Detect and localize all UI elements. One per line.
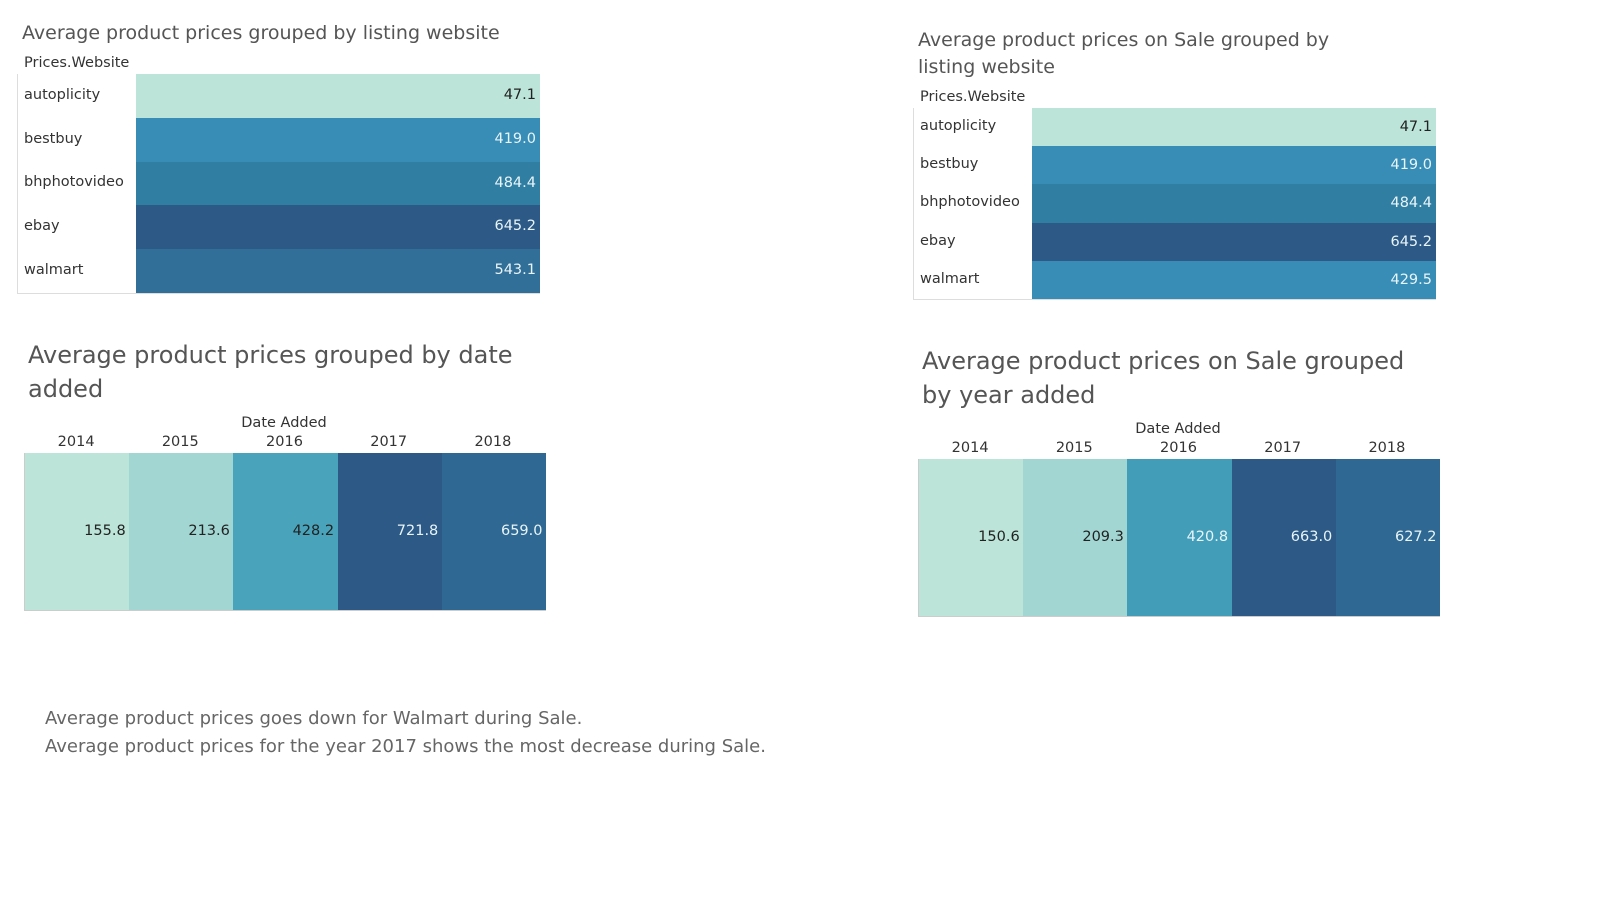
row-label: ebay bbox=[920, 232, 956, 249]
row-label: bhphotovideo bbox=[24, 174, 124, 191]
heat-cell: 428.2 bbox=[233, 453, 339, 610]
year-label: 2017 bbox=[370, 434, 408, 450]
table-row: walmart 543.1 bbox=[18, 249, 540, 293]
heat-cell: 47.1 bbox=[1032, 108, 1436, 147]
field-label: Date Added bbox=[1135, 421, 1221, 437]
year-label: 2018 bbox=[1368, 440, 1406, 456]
year-label: 2016 bbox=[1160, 440, 1197, 456]
chart-title: Average product prices grouped by listin… bbox=[22, 22, 500, 44]
year-sale-price-panel: Average product prices on Sale grouped b… bbox=[918, 344, 1478, 634]
heat-cell: 420.8 bbox=[1127, 459, 1233, 616]
website-price-panel: Average product prices grouped by listin… bbox=[17, 18, 557, 308]
heat-cell: 419.0 bbox=[136, 117, 540, 162]
year-label: 2018 bbox=[474, 434, 512, 450]
table-row: bhphotovideo 484.4 bbox=[914, 184, 1436, 223]
row-label: bhphotovideo bbox=[920, 194, 1020, 211]
heat-cell: 663.0 bbox=[1231, 459, 1337, 616]
date-price-panel: Average product prices grouped by date a… bbox=[24, 338, 584, 628]
table-row: bestbuy 419.0 bbox=[18, 117, 540, 162]
note-line: Average product prices for the year 2017… bbox=[45, 736, 766, 757]
heat-cell: 627.2 bbox=[1335, 459, 1441, 616]
heat-cell: 484.4 bbox=[136, 161, 540, 206]
website-heatmap: autoplicity 47.1 bestbuy 419.0 bhphotovideo 4… bbox=[17, 74, 540, 294]
heat-cell: 209.3 bbox=[1023, 459, 1128, 616]
field-label: Prices.Website bbox=[920, 89, 1026, 105]
year-label: 2014 bbox=[951, 440, 989, 456]
table-row: ebay 645.2 bbox=[914, 222, 1436, 261]
table-row: walmart 429.5 bbox=[914, 260, 1436, 299]
row-label: autoplicity bbox=[24, 86, 101, 103]
table-row: autoplicity 47.1 bbox=[914, 108, 1436, 147]
chart-title: Average product prices grouped by date a… bbox=[28, 341, 513, 403]
heat-cell: 213.6 bbox=[129, 453, 234, 610]
row-label: bestbuy bbox=[24, 130, 83, 147]
row-label: ebay bbox=[24, 218, 60, 235]
year-heatmap: 150.6 209.3 420.8 663.0 627.2 bbox=[918, 459, 1441, 617]
notes-text: Average product prices goes down for Wal… bbox=[45, 705, 766, 761]
year-label: 2017 bbox=[1264, 440, 1302, 456]
date-heatmap: 155.8 213.6 428.2 721.8 659.0 bbox=[24, 453, 547, 611]
row-label: walmart bbox=[24, 262, 84, 279]
heat-cell: 543.1 bbox=[136, 249, 540, 293]
heat-cell: 484.4 bbox=[1032, 184, 1436, 223]
table-row: bestbuy 419.0 bbox=[914, 146, 1436, 185]
year-label: 2014 bbox=[57, 434, 95, 450]
year-label: 2015 bbox=[161, 434, 199, 450]
table-row: bhphotovideo 484.4 bbox=[18, 161, 540, 206]
heat-cell: 659.0 bbox=[441, 453, 547, 610]
year-header-row: 2014 2015 2016 2017 2018 bbox=[24, 434, 545, 454]
table-row: autoplicity 47.1 bbox=[18, 74, 540, 118]
field-label: Date Added bbox=[241, 415, 327, 431]
field-label: Prices.Website bbox=[24, 55, 130, 71]
website-sale-price-panel: Average product prices on Sale grouped b… bbox=[913, 25, 1453, 315]
row-label: autoplicity bbox=[920, 118, 997, 135]
heat-cell: 419.0 bbox=[1032, 146, 1436, 185]
heat-cell: 47.1 bbox=[136, 74, 540, 118]
table-row: ebay 645.2 bbox=[18, 205, 540, 250]
heat-cell: 645.2 bbox=[136, 205, 540, 250]
heat-cell: 150.6 bbox=[919, 459, 1024, 616]
heat-cell: 429.5 bbox=[1032, 260, 1436, 299]
chart-title: Average product prices on Sale grouped b… bbox=[922, 347, 1405, 409]
row-label: bestbuy bbox=[920, 156, 979, 173]
year-label: 2015 bbox=[1055, 440, 1093, 456]
website-heatmap: autoplicity 47.1 bestbuy 419.0 bhphotovideo 4… bbox=[913, 108, 1436, 300]
heat-cell: 645.2 bbox=[1032, 222, 1436, 261]
year-label: 2016 bbox=[266, 434, 303, 450]
year-header-row: 2014 2015 2016 2017 2018 bbox=[918, 440, 1439, 460]
heat-cell: 155.8 bbox=[25, 453, 130, 610]
row-label: walmart bbox=[920, 270, 980, 287]
heat-cell: 721.8 bbox=[337, 453, 443, 610]
chart-title: Average product prices on Sale grouped b… bbox=[918, 29, 1330, 78]
note-line: Average product prices goes down for Wal… bbox=[45, 708, 583, 729]
